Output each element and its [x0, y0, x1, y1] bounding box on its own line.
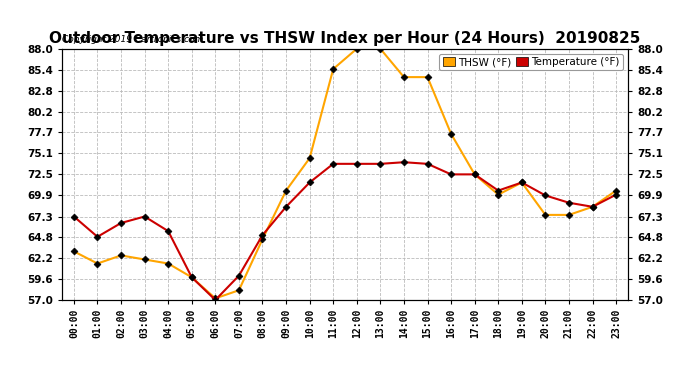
Title: Outdoor Temperature vs THSW Index per Hour (24 Hours)  20190825: Outdoor Temperature vs THSW Index per Ho… [49, 31, 641, 46]
Text: Copyright 2019 Cartronics.com: Copyright 2019 Cartronics.com [62, 35, 204, 44]
Legend: THSW (°F), Temperature (°F): THSW (°F), Temperature (°F) [440, 54, 622, 70]
